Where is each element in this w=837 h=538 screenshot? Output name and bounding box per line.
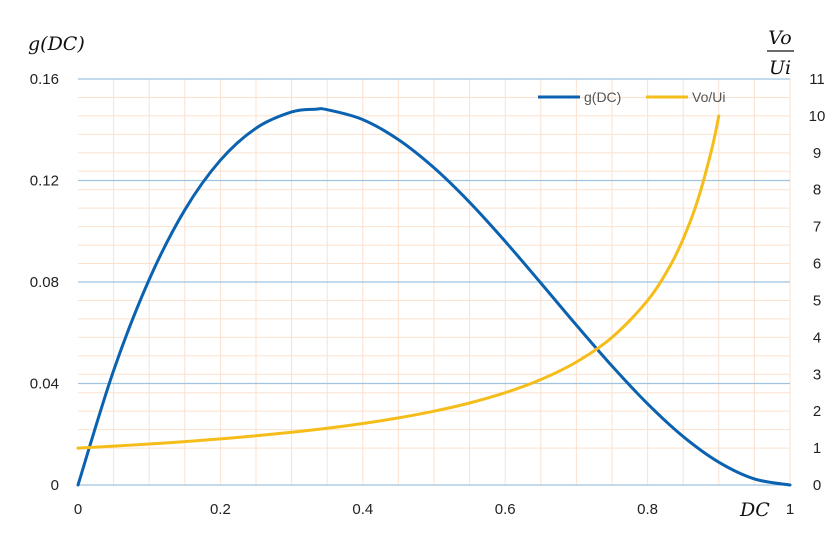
x-tick-label: 0.4 bbox=[352, 501, 373, 518]
left-y-tick-labels: 0 0.04 0.08 0.12 0.16 bbox=[30, 71, 59, 494]
right-y-tick-label: 8 bbox=[813, 182, 821, 199]
x-tick-label: 1 bbox=[786, 501, 794, 518]
right-axis-title-numerator: Vo bbox=[768, 27, 791, 49]
right-y-tick-label: 6 bbox=[813, 256, 821, 273]
left-y-tick-label: 0 bbox=[51, 477, 59, 494]
x-axis-title: DC bbox=[739, 499, 770, 521]
right-y-tick-label: 5 bbox=[813, 292, 821, 309]
right-y-tick-labels: 0 1 2 3 4 5 6 7 8 9 10 11 bbox=[809, 71, 826, 494]
series-line-g-dc bbox=[76, 107, 792, 487]
series-layer bbox=[76, 107, 792, 487]
x-tick-label: 0.2 bbox=[210, 501, 231, 518]
left-y-tick-label: 0.16 bbox=[30, 71, 59, 88]
right-axis-title-denominator: Ui bbox=[769, 57, 791, 79]
left-axis-title: g(DC) bbox=[28, 33, 85, 55]
right-y-tick-label: 3 bbox=[813, 366, 821, 383]
right-y-tick-label: 1 bbox=[813, 440, 821, 457]
left-y-tick-label: 0.12 bbox=[30, 173, 59, 190]
left-y-tick-label: 0.08 bbox=[30, 274, 59, 291]
x-tick-label: 0 bbox=[74, 501, 82, 518]
right-y-tick-label: 7 bbox=[813, 219, 821, 236]
legend: g(DC) Vo/Ui bbox=[538, 89, 725, 105]
legend-label-vo-ui: Vo/Ui bbox=[692, 89, 725, 105]
right-y-tick-label: 10 bbox=[809, 108, 826, 125]
right-y-tick-label: 11 bbox=[809, 71, 825, 88]
x-tick-labels: 0 0.2 0.4 0.6 0.8 1 bbox=[74, 501, 794, 518]
right-y-tick-label: 9 bbox=[813, 145, 821, 162]
series-line-vo-ui bbox=[76, 114, 721, 450]
right-y-tick-label: 0 bbox=[813, 477, 821, 494]
legend-label-g-dc: g(DC) bbox=[584, 89, 621, 105]
x-tick-label: 0.8 bbox=[637, 501, 658, 518]
major-grid bbox=[78, 78, 790, 486]
right-y-tick-label: 4 bbox=[813, 329, 821, 346]
x-tick-label: 0.6 bbox=[495, 501, 516, 518]
right-y-tick-label: 2 bbox=[813, 403, 821, 420]
left-y-tick-label: 0.04 bbox=[30, 376, 59, 393]
